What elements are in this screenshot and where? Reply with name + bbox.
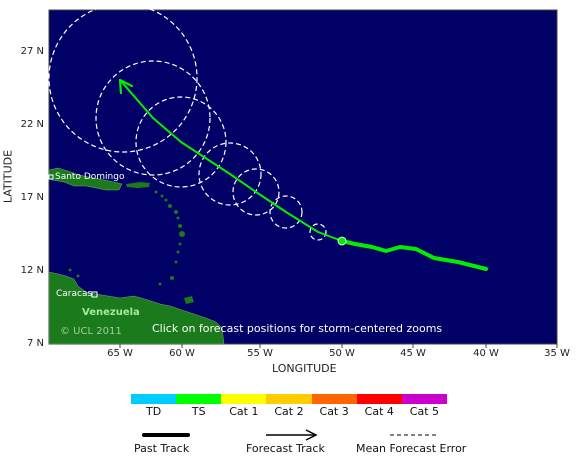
lat-tick: 12 N bbox=[20, 265, 44, 276]
error-circle-48h bbox=[198, 142, 262, 206]
error-circle-12h bbox=[309, 223, 327, 241]
copyright-label: © UCL 2011 bbox=[60, 326, 122, 337]
santo-domingo-marker bbox=[48, 174, 54, 180]
cat3-swatch bbox=[311, 394, 357, 404]
cat4-swatch bbox=[356, 394, 402, 404]
hispaniola bbox=[49, 167, 123, 191]
error-circle-96h bbox=[95, 60, 211, 176]
forecast-track-label: Forecast Track bbox=[246, 442, 325, 455]
legend-label: Cat 4 bbox=[364, 405, 394, 418]
cat2-swatch bbox=[266, 394, 312, 404]
legend-label: Cat 1 bbox=[229, 405, 259, 418]
forecast-track-line bbox=[119, 79, 343, 242]
x-tick-marks bbox=[119, 344, 558, 348]
lon-tick: 50 W bbox=[329, 348, 355, 359]
lon-tick: 45 W bbox=[400, 348, 426, 359]
land-areas bbox=[49, 167, 225, 344]
forecast-arrowhead bbox=[118, 78, 134, 95]
lat-tick: 22 N bbox=[20, 119, 44, 130]
lesser-antilles bbox=[68, 190, 185, 286]
puerto-rico bbox=[126, 182, 150, 188]
td-swatch bbox=[131, 394, 177, 404]
lon-tick: 60 W bbox=[169, 348, 195, 359]
legend-label: Cat 5 bbox=[409, 405, 440, 418]
trinidad bbox=[184, 296, 194, 304]
past-track-label: Past Track bbox=[134, 442, 190, 455]
error-circle-36h bbox=[232, 168, 280, 216]
lon-tick: 35 W bbox=[544, 348, 570, 359]
lat-tick: 17 N bbox=[20, 192, 44, 203]
legend-label: TS bbox=[191, 405, 206, 418]
current-position-marker[interactable] bbox=[337, 236, 347, 246]
lat-tick: 7 N bbox=[26, 338, 44, 349]
cat5-swatch bbox=[401, 394, 447, 404]
ocean bbox=[48, 9, 558, 345]
past-track-line bbox=[340, 239, 488, 271]
lat-tick: 27 N bbox=[20, 46, 44, 57]
legend-label: TD bbox=[145, 405, 162, 418]
legend-label: Cat 3 bbox=[319, 405, 349, 418]
legend-label: Cat 2 bbox=[274, 405, 304, 418]
south-america bbox=[49, 271, 225, 344]
y-axis-title: LATITUDE bbox=[1, 149, 15, 204]
storm-track-map[interactable] bbox=[0, 0, 580, 400]
x-axis-title: LONGITUDE bbox=[272, 362, 337, 375]
error-circle-72h bbox=[135, 96, 227, 188]
santo-domingo-label: Santo Domingo bbox=[55, 172, 125, 182]
ts-swatch bbox=[176, 394, 222, 404]
category-labels: TD TS Cat 1 Cat 2 Cat 3 Cat 4 Cat 5 bbox=[131, 405, 447, 418]
forecast-arrow-key bbox=[305, 429, 318, 441]
lon-tick: 55 W bbox=[247, 348, 273, 359]
cat1-swatch bbox=[221, 394, 267, 404]
error-label: Mean Forecast Error bbox=[356, 442, 467, 455]
error-circle-24h bbox=[269, 195, 303, 229]
caracas-label: Caracas bbox=[56, 289, 93, 299]
caracas-marker bbox=[91, 291, 98, 298]
lon-tick: 65 W bbox=[107, 348, 133, 359]
zoom-instruction: Click on forecast positions for storm-ce… bbox=[152, 322, 443, 335]
lon-tick: 40 W bbox=[473, 348, 499, 359]
error-circle-120h bbox=[48, 3, 198, 153]
category-color-bar bbox=[131, 394, 447, 404]
forecast-error-cones bbox=[48, 3, 327, 241]
venezuela-label: Venezuela bbox=[82, 307, 140, 318]
track-key-graphics bbox=[142, 429, 438, 441]
